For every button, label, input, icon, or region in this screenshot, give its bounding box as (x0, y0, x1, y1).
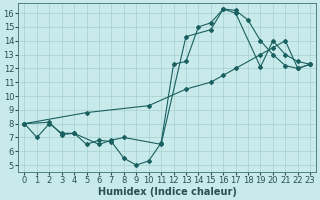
X-axis label: Humidex (Indice chaleur): Humidex (Indice chaleur) (98, 187, 237, 197)
